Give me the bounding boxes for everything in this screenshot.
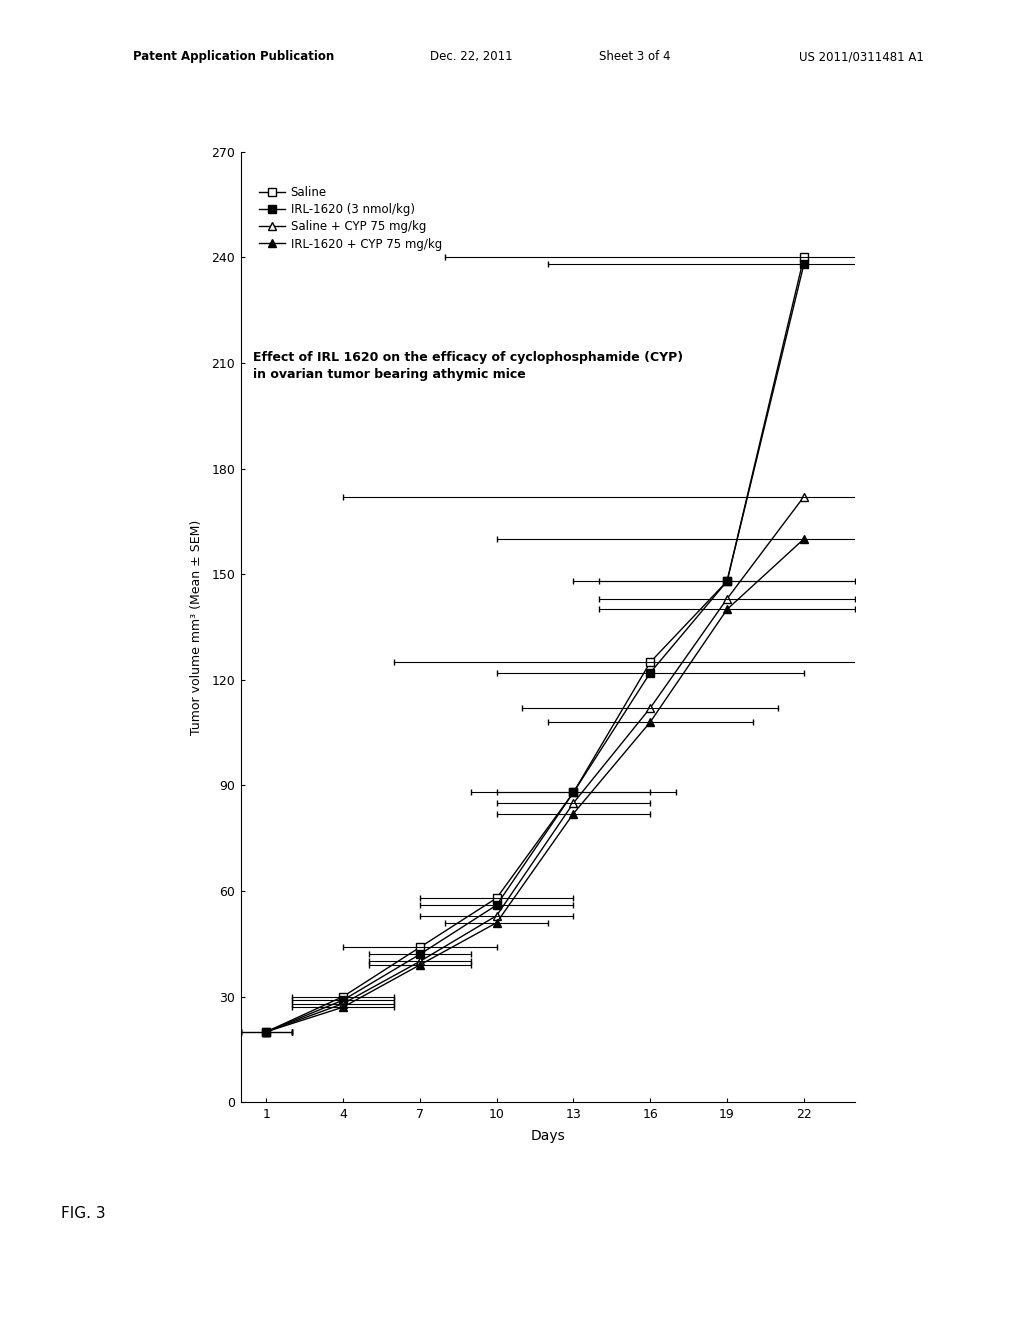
X-axis label: Days: Days bbox=[530, 1129, 565, 1143]
Text: Effect of IRL 1620 on the efficacy of cyclophosphamide (CYP)
in ovarian tumor be: Effect of IRL 1620 on the efficacy of cy… bbox=[253, 351, 683, 381]
Text: FIG. 3: FIG. 3 bbox=[61, 1206, 106, 1221]
Text: US 2011/0311481 A1: US 2011/0311481 A1 bbox=[799, 50, 924, 63]
Legend: Saline, IRL-1620 (3 nmol/kg), Saline + CYP 75 mg/kg, IRL-1620 + CYP 75 mg/kg: Saline, IRL-1620 (3 nmol/kg), Saline + C… bbox=[259, 186, 442, 251]
Y-axis label: Tumor volume mm³ (Mean ± SEM): Tumor volume mm³ (Mean ± SEM) bbox=[189, 519, 203, 735]
Text: Sheet 3 of 4: Sheet 3 of 4 bbox=[599, 50, 671, 63]
Text: Dec. 22, 2011: Dec. 22, 2011 bbox=[430, 50, 513, 63]
Text: Patent Application Publication: Patent Application Publication bbox=[133, 50, 335, 63]
